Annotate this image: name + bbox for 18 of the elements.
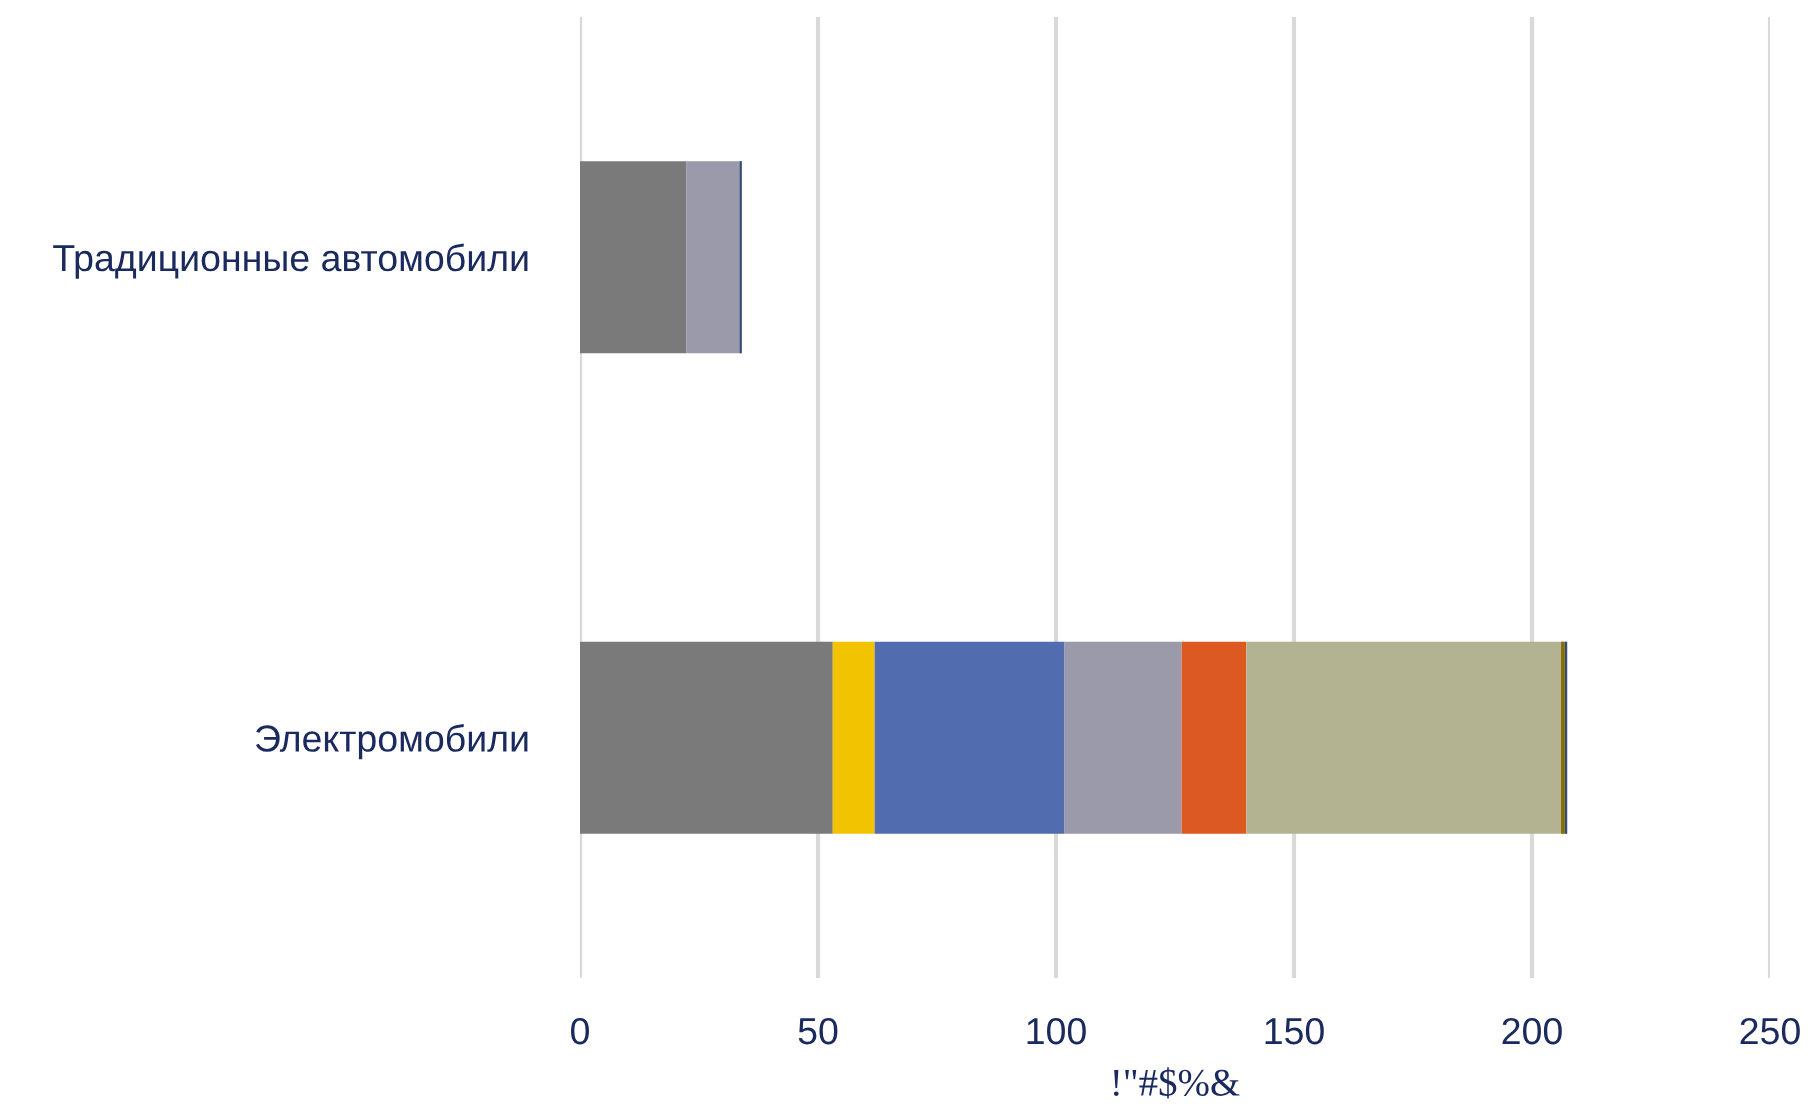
- y-tick-label: Электромобили: [255, 724, 528, 760]
- bar: [1064, 641, 1182, 834]
- x-tick-label: 0: [571, 1017, 589, 1045]
- y-tick-label: Традиционные автомобили: [53, 243, 528, 279]
- x-tick-label: 50: [798, 1017, 838, 1045]
- bar: [686, 161, 740, 354]
- x-tick-label: 200: [1502, 1017, 1562, 1045]
- bar: [874, 641, 1065, 834]
- bar: [580, 161, 687, 354]
- bar: [832, 641, 875, 834]
- x-axis-title: !"#$%&: [1113, 1067, 1240, 1099]
- x-tick-label: 100: [1027, 1017, 1086, 1045]
- bar: [1181, 641, 1247, 834]
- x-tick-label: 150: [1265, 1017, 1324, 1045]
- bar: [580, 641, 833, 834]
- x-tick-label: 250: [1740, 1017, 1800, 1045]
- bar: [739, 161, 742, 354]
- bar: [1246, 641, 1562, 834]
